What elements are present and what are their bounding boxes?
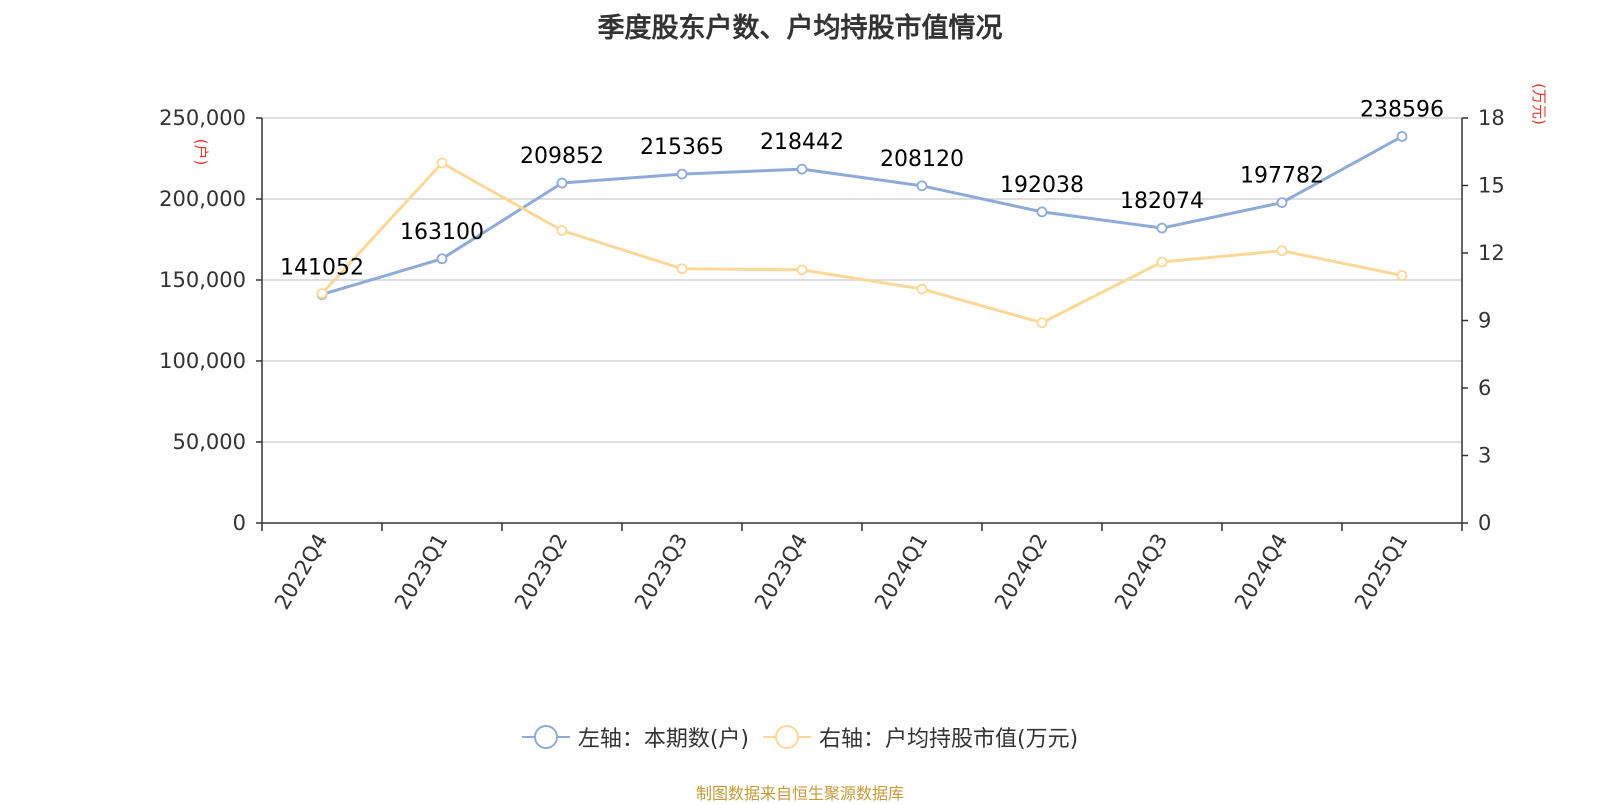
- x-axis-tick-label: 2024Q2: [990, 530, 1052, 614]
- legend-item-avg-value[interactable]: 右轴：户均持股市值(万元): [763, 721, 1078, 753]
- data-point-1: [436, 157, 448, 169]
- left-axis-tick-label: 150,000: [159, 268, 246, 292]
- right-axis-unit: (万元): [1530, 83, 1548, 125]
- source-note: 制图数据来自恒生聚源数据库: [695, 784, 904, 803]
- x-axis-tick-label: 2023Q1: [390, 530, 452, 614]
- data-point-0: [1396, 131, 1408, 142]
- data-point-1: [1396, 270, 1408, 281]
- x-axis-tick-label: 2024Q3: [1110, 530, 1172, 614]
- x-axis-tick-label: 2023Q4: [750, 530, 812, 614]
- legend-label: 右轴：户均持股市值(万元): [819, 727, 1079, 752]
- right-axis-tick-label: 0: [1478, 511, 1491, 535]
- data-point-0: [1156, 222, 1168, 234]
- data-point-0: [916, 180, 928, 192]
- data-point-0: [1276, 197, 1288, 208]
- data-label: 141052: [280, 255, 364, 280]
- data-point-0: [796, 163, 808, 175]
- left-axis-tick-label: 250,000: [159, 106, 246, 130]
- left-axis-unit: (户): [192, 139, 210, 166]
- data-point-0: [436, 253, 448, 265]
- data-point-1: [796, 264, 808, 276]
- left-axis-tick-label: 50,000: [173, 430, 246, 454]
- right-axis-tick-label: 9: [1478, 309, 1491, 333]
- series-lines: [316, 131, 1408, 329]
- data-point-0: [1036, 206, 1048, 218]
- data-point-1: [556, 225, 568, 236]
- data-point-0: [676, 168, 688, 180]
- legend-marker-icon: [521, 724, 570, 750]
- x-axis-tick-label: 2023Q2: [510, 530, 572, 614]
- legend-item-holders[interactable]: 左轴：本期数(户): [521, 721, 749, 753]
- legend-marker-icon: [763, 724, 811, 750]
- x-axis-tick-label: 2025Q1: [1350, 530, 1412, 614]
- right-axis-tick-label: 6: [1478, 376, 1491, 400]
- x-axis-tick-label: 2022Q4: [270, 530, 332, 614]
- series-line-0: [321, 135, 1403, 296]
- x-axis-tick-label: 2024Q1: [870, 530, 932, 614]
- data-label: 218442: [760, 130, 844, 155]
- left-axis-tick-label: 100,000: [159, 349, 246, 373]
- data-point-1: [676, 263, 688, 275]
- data-point-1: [1276, 245, 1288, 257]
- series-line-1: [320, 161, 1403, 325]
- data-label: 197782: [1240, 164, 1324, 189]
- data-label: 163100: [400, 220, 484, 245]
- axes: 0 50,000 100,000 150,000 200,000 250,000 0 3 6 9 1…: [159, 83, 1548, 614]
- data-label: 208120: [880, 147, 964, 172]
- chart-title: 季度股东户数、户均持股市值情况: [597, 13, 1003, 44]
- right-axis-tick-label: 12: [1478, 241, 1505, 265]
- data-label: 209852: [520, 144, 604, 169]
- data-point-1: [316, 288, 328, 299]
- legend: 左轴：本期数(户) 右轴：户均持股市值(万元): [0, 721, 1600, 753]
- data-point-1: [916, 283, 928, 295]
- data-point-1: [1036, 317, 1048, 329]
- data-labels: 141052 163100 209852 215365 218442 208120 1920…: [280, 97, 1444, 280]
- x-axis-tick-label: 2023Q3: [630, 530, 692, 614]
- right-axis-tick-label: 3: [1478, 444, 1491, 468]
- legend-label: 左轴：本期数(户): [577, 727, 749, 752]
- data-label: 238596: [1360, 97, 1444, 122]
- data-label: 182074: [1120, 189, 1204, 214]
- left-axis-tick-label: 200,000: [159, 187, 246, 211]
- x-axis-tick-label: 2024Q4: [1230, 530, 1292, 614]
- left-axis-tick-label: 0: [233, 511, 246, 535]
- data-point-0: [556, 177, 568, 189]
- right-axis-tick-label: 15: [1478, 174, 1505, 198]
- data-point-1: [1156, 256, 1168, 268]
- data-label: 192038: [1000, 173, 1084, 198]
- data-label: 215365: [640, 135, 724, 160]
- right-axis-tick-label: 18: [1478, 106, 1505, 130]
